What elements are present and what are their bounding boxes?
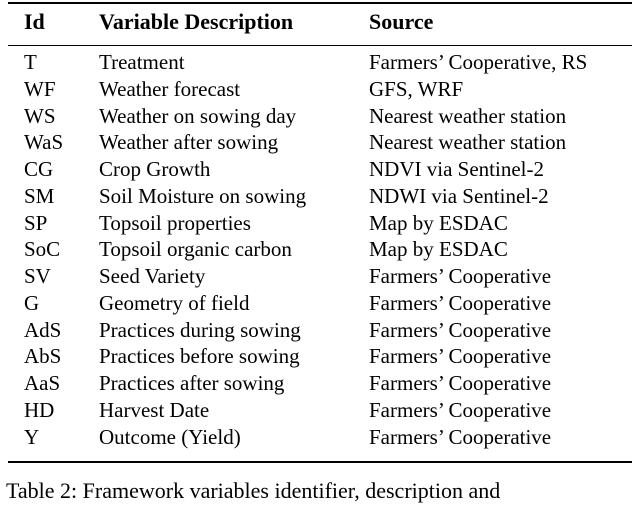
cell-id: SP xyxy=(24,210,48,235)
cell-id: AdS xyxy=(24,317,62,342)
cell-source: Farmers’ Cooperative xyxy=(369,344,552,369)
cell-description: Topsoil organic carbon xyxy=(99,237,292,262)
cell-description: Weather after sowing xyxy=(99,130,279,155)
cell-source: Farmers’ Cooperative xyxy=(369,424,552,449)
cell-id: SoC xyxy=(24,237,61,262)
cell-description: Weather forecast xyxy=(99,76,241,101)
table-row: SoC Topsoil organic carbon Map by ESDAC xyxy=(0,236,640,263)
cell-source: NDWI via Sentinel-2 xyxy=(369,183,549,208)
cell-description: Weather on sowing day xyxy=(99,103,297,128)
cell-description: Soil Moisture on sowing xyxy=(99,183,307,208)
cell-description: Seed Variety xyxy=(99,264,206,288)
header-id: Id xyxy=(24,9,45,34)
cell-source: Farmers’ Cooperative xyxy=(369,397,552,422)
table-row: SV Seed Variety Farmers’ Cooperative xyxy=(0,263,640,290)
cell-source: Farmers’ Cooperative xyxy=(369,264,552,288)
table-body: T Treatment Farmers’ Cooperative, RS WF Weat… xyxy=(0,49,640,450)
table-row: WF Weather forecast GFS, WRF xyxy=(0,76,640,103)
cell-source: Map by ESDAC xyxy=(369,237,508,262)
cell-source: Farmers’ Cooperative xyxy=(369,290,552,315)
table-row: CG Crop Growth NDVI via Sentinel-2 xyxy=(0,156,640,183)
cell-source: Farmers’ Cooperative, RS xyxy=(369,50,588,74)
cell-id: AaS xyxy=(24,371,61,395)
table-row: Y Outcome (Yield) Farmers’ Cooperative xyxy=(0,424,640,451)
cell-description: Practices during sowing xyxy=(99,317,301,342)
cell-description: Practices after sowing xyxy=(99,371,285,395)
cell-description: Outcome (Yield) xyxy=(99,424,241,449)
table-row: WaS Weather after sowing Nearest weather s… xyxy=(0,129,640,156)
cell-source: Nearest weather station xyxy=(369,103,567,128)
cell-id: Y xyxy=(24,424,40,449)
header-source: Source xyxy=(369,9,434,34)
cell-id: AbS xyxy=(24,344,62,369)
table-row: SP Topsoil properties Map by ESDAC xyxy=(0,210,640,237)
cell-id: WaS xyxy=(24,130,64,155)
table-row: G Geometry of field Farmers’ Cooperative xyxy=(0,290,640,317)
table-row: T Treatment Farmers’ Cooperative, RS xyxy=(0,49,640,76)
cell-source: Farmers’ Cooperative xyxy=(369,317,552,342)
cell-source: NDVI via Sentinel-2 xyxy=(369,157,544,181)
table-bottom-rule xyxy=(8,461,632,463)
cell-description: Treatment xyxy=(99,50,185,74)
table-header-rule xyxy=(8,45,632,46)
cell-id: SV xyxy=(24,264,51,288)
table-caption: Table 2: Framework variables identifier,… xyxy=(6,478,501,503)
cell-description: Geometry of field xyxy=(99,290,250,315)
cell-id: WF xyxy=(24,76,56,101)
cell-id: SM xyxy=(24,183,55,208)
table-row: WS Weather on sowing day Nearest weather s… xyxy=(0,103,640,130)
cell-id: CG xyxy=(24,157,54,181)
cell-id: G xyxy=(24,290,40,315)
cell-source: Farmers’ Cooperative xyxy=(369,371,552,395)
cell-id: WS xyxy=(24,103,56,128)
table-top-rule xyxy=(8,2,632,4)
cell-source: Nearest weather station xyxy=(369,130,567,155)
cell-id: T xyxy=(24,50,37,74)
table-row: SM Soil Moisture on sowing NDWI via Sentin… xyxy=(0,183,640,210)
table-row: HD Harvest Date Farmers’ Cooperative xyxy=(0,397,640,424)
cell-source: GFS, WRF xyxy=(369,76,464,101)
cell-description: Practices before sowing xyxy=(99,344,300,369)
cell-description: Harvest Date xyxy=(99,397,210,422)
cell-description: Crop Growth xyxy=(99,157,211,181)
cell-source: Map by ESDAC xyxy=(369,210,508,235)
table-row: AdS Practices during sowing Farmers’ Coope… xyxy=(0,317,640,344)
cell-id: HD xyxy=(24,397,55,422)
cell-description: Topsoil properties xyxy=(99,210,251,235)
table-row: AbS Practices before sowing Farmers’ Coope… xyxy=(0,343,640,370)
table-row: AaS Practices after sowing Farmers’ Cooper… xyxy=(0,370,640,397)
header-description: Variable Description xyxy=(99,9,294,34)
